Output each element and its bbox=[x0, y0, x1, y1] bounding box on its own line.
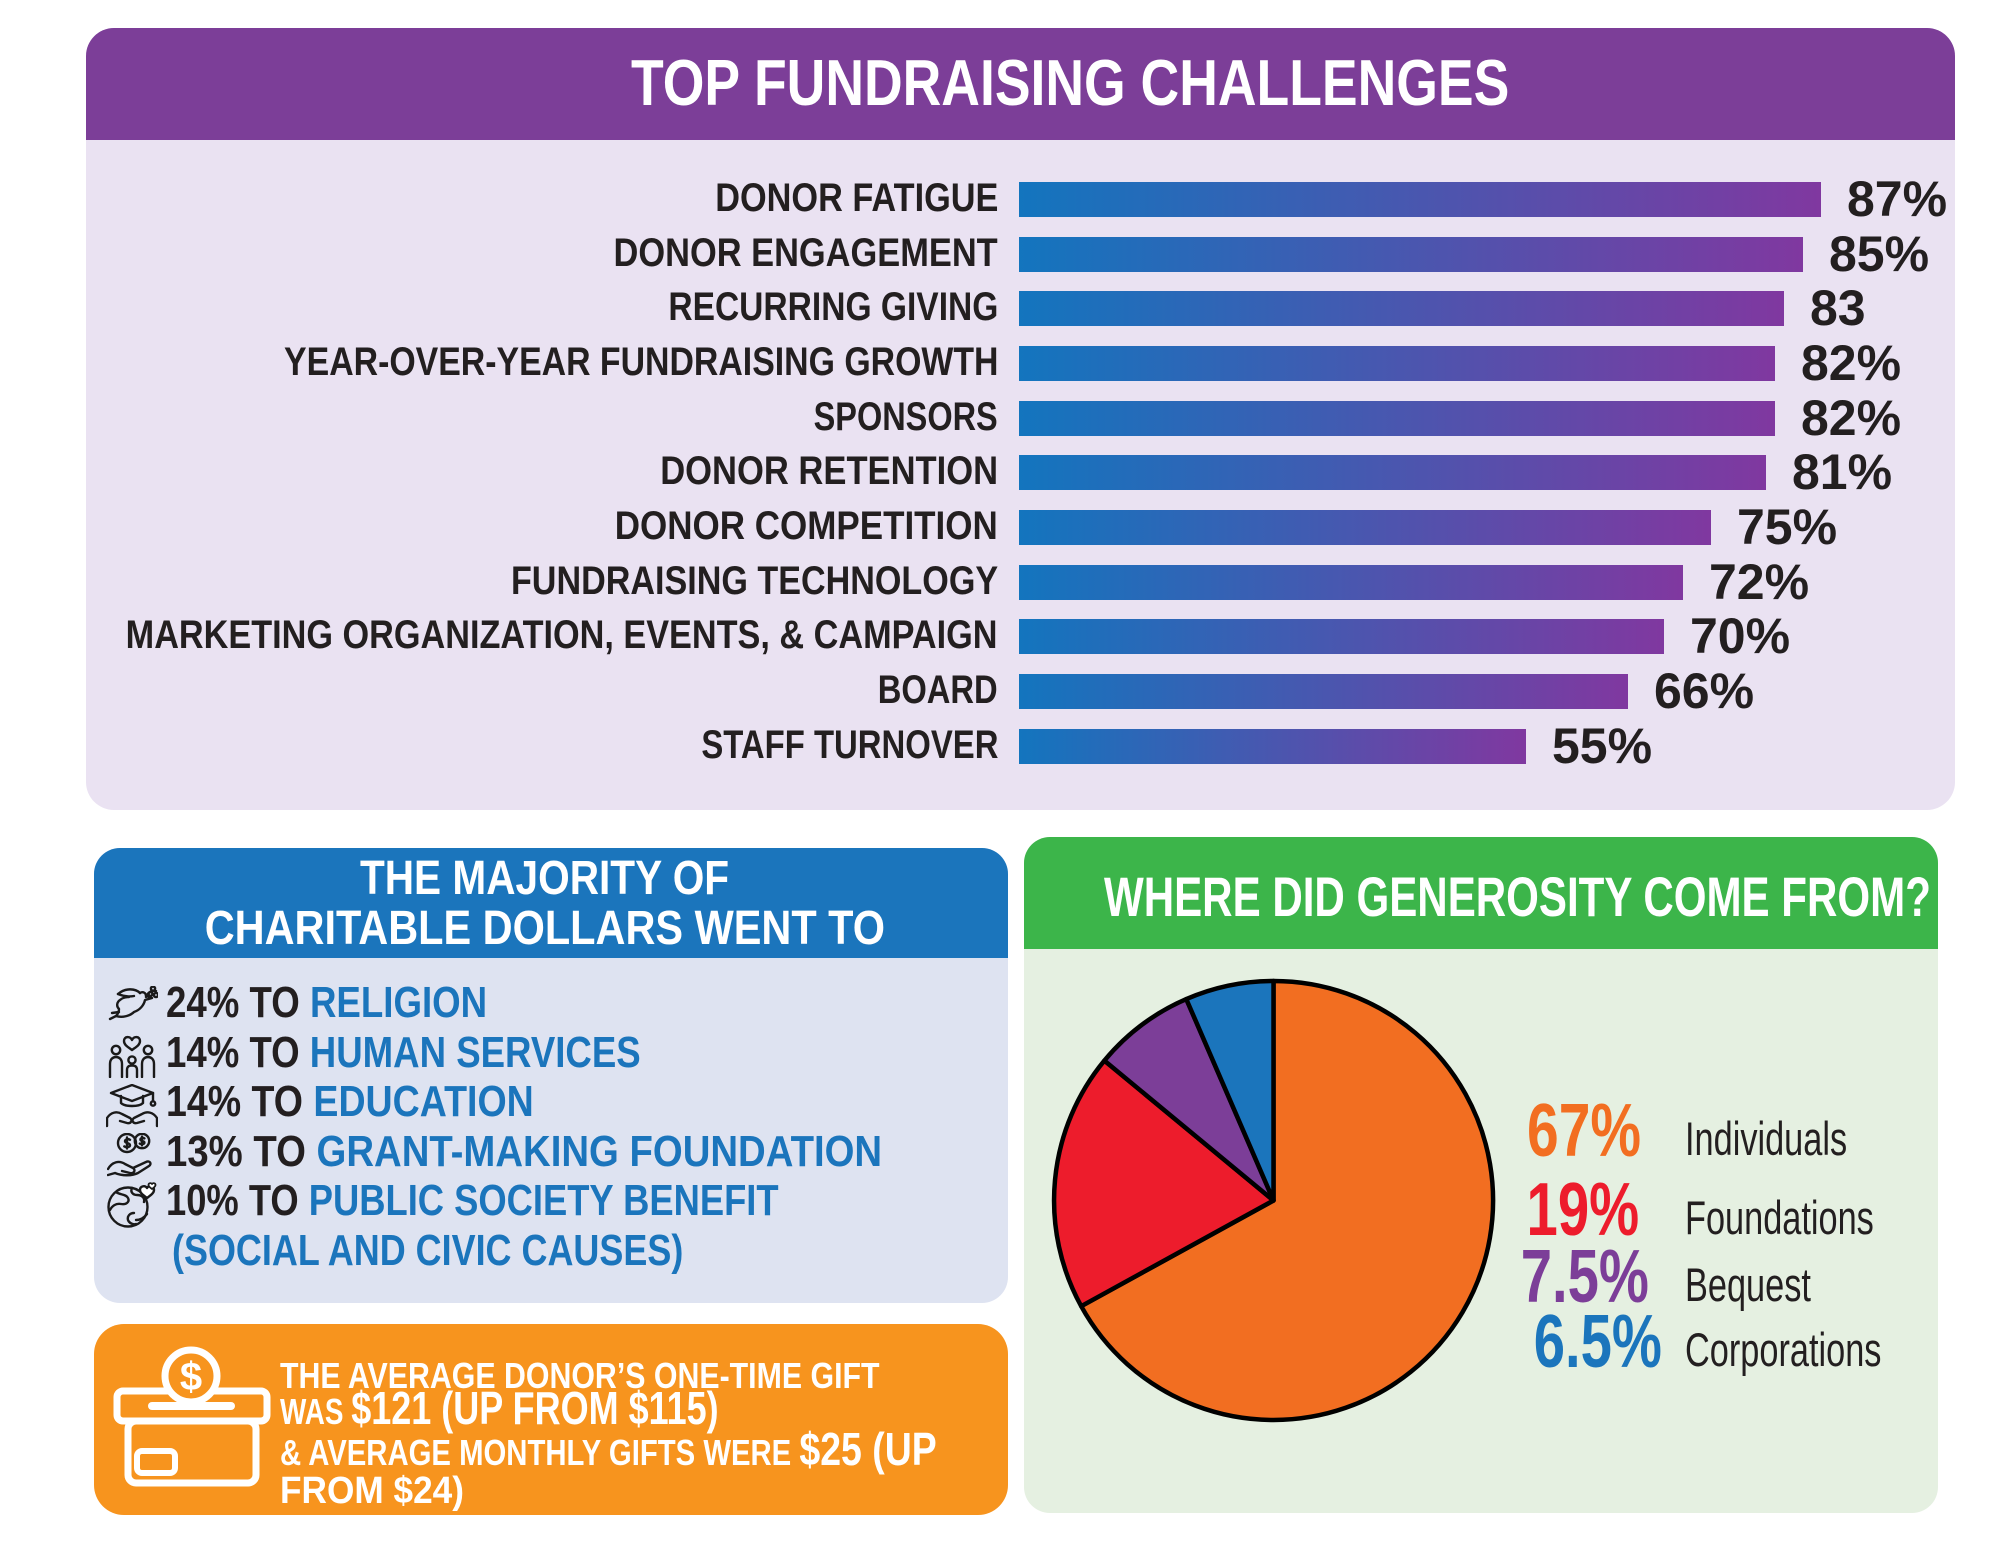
svg-text:$: $ bbox=[180, 1355, 202, 1399]
